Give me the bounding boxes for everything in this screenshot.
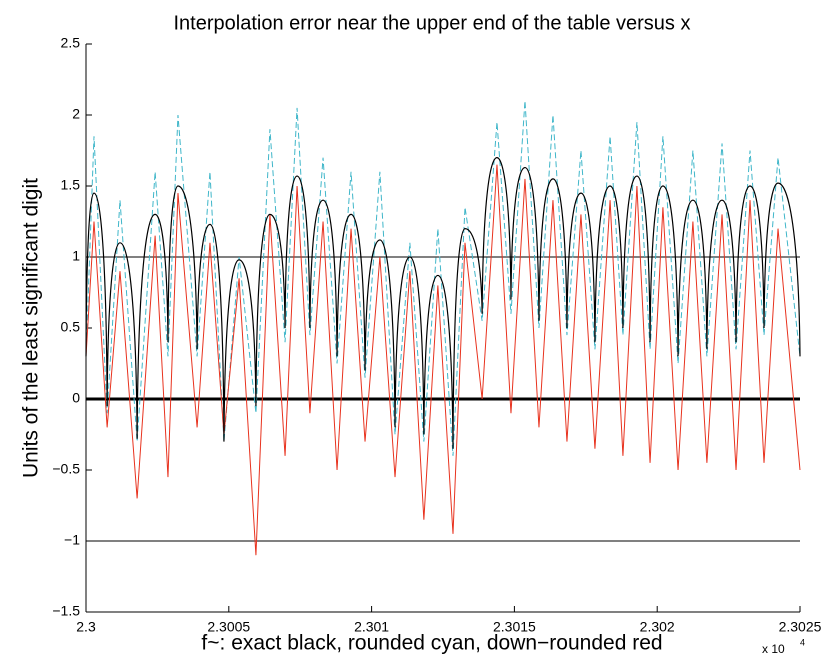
x-tick-label: 2.302	[640, 619, 675, 635]
x-axis-label: f~: exact black, rounded cyan, down−roun…	[201, 632, 662, 655]
x-multiplier: x 10	[762, 642, 785, 656]
y-tick-label: 0.5	[61, 319, 81, 335]
x-tick-label: 2.3025	[779, 619, 822, 635]
chart-title: Interpolation error near the upper end o…	[174, 12, 691, 34]
y-tick-label: 2	[72, 106, 80, 122]
y-tick-label: −0.5	[52, 461, 80, 477]
y-tick-label: 1.5	[61, 177, 81, 193]
x-tick-label: 2.301	[354, 619, 389, 635]
x-tick-label: 2.3	[76, 619, 96, 635]
x-tick-label: 2.3005	[207, 619, 250, 635]
series-line	[85, 100, 801, 456]
y-tick-label: −1.5	[52, 603, 80, 619]
y-tick-label: −1	[64, 532, 80, 548]
y-tick-label: 1	[72, 248, 80, 264]
series-line	[85, 164, 801, 556]
series-line	[85, 156, 801, 449]
y-tick-label: 2.5	[61, 35, 81, 51]
x-tick-label: 2.3015	[493, 619, 536, 635]
x-multiplier-exponent: 4	[800, 637, 805, 647]
y-axis-label: Units of the least significant digit	[20, 178, 43, 478]
y-tick-label: 0	[72, 390, 80, 406]
